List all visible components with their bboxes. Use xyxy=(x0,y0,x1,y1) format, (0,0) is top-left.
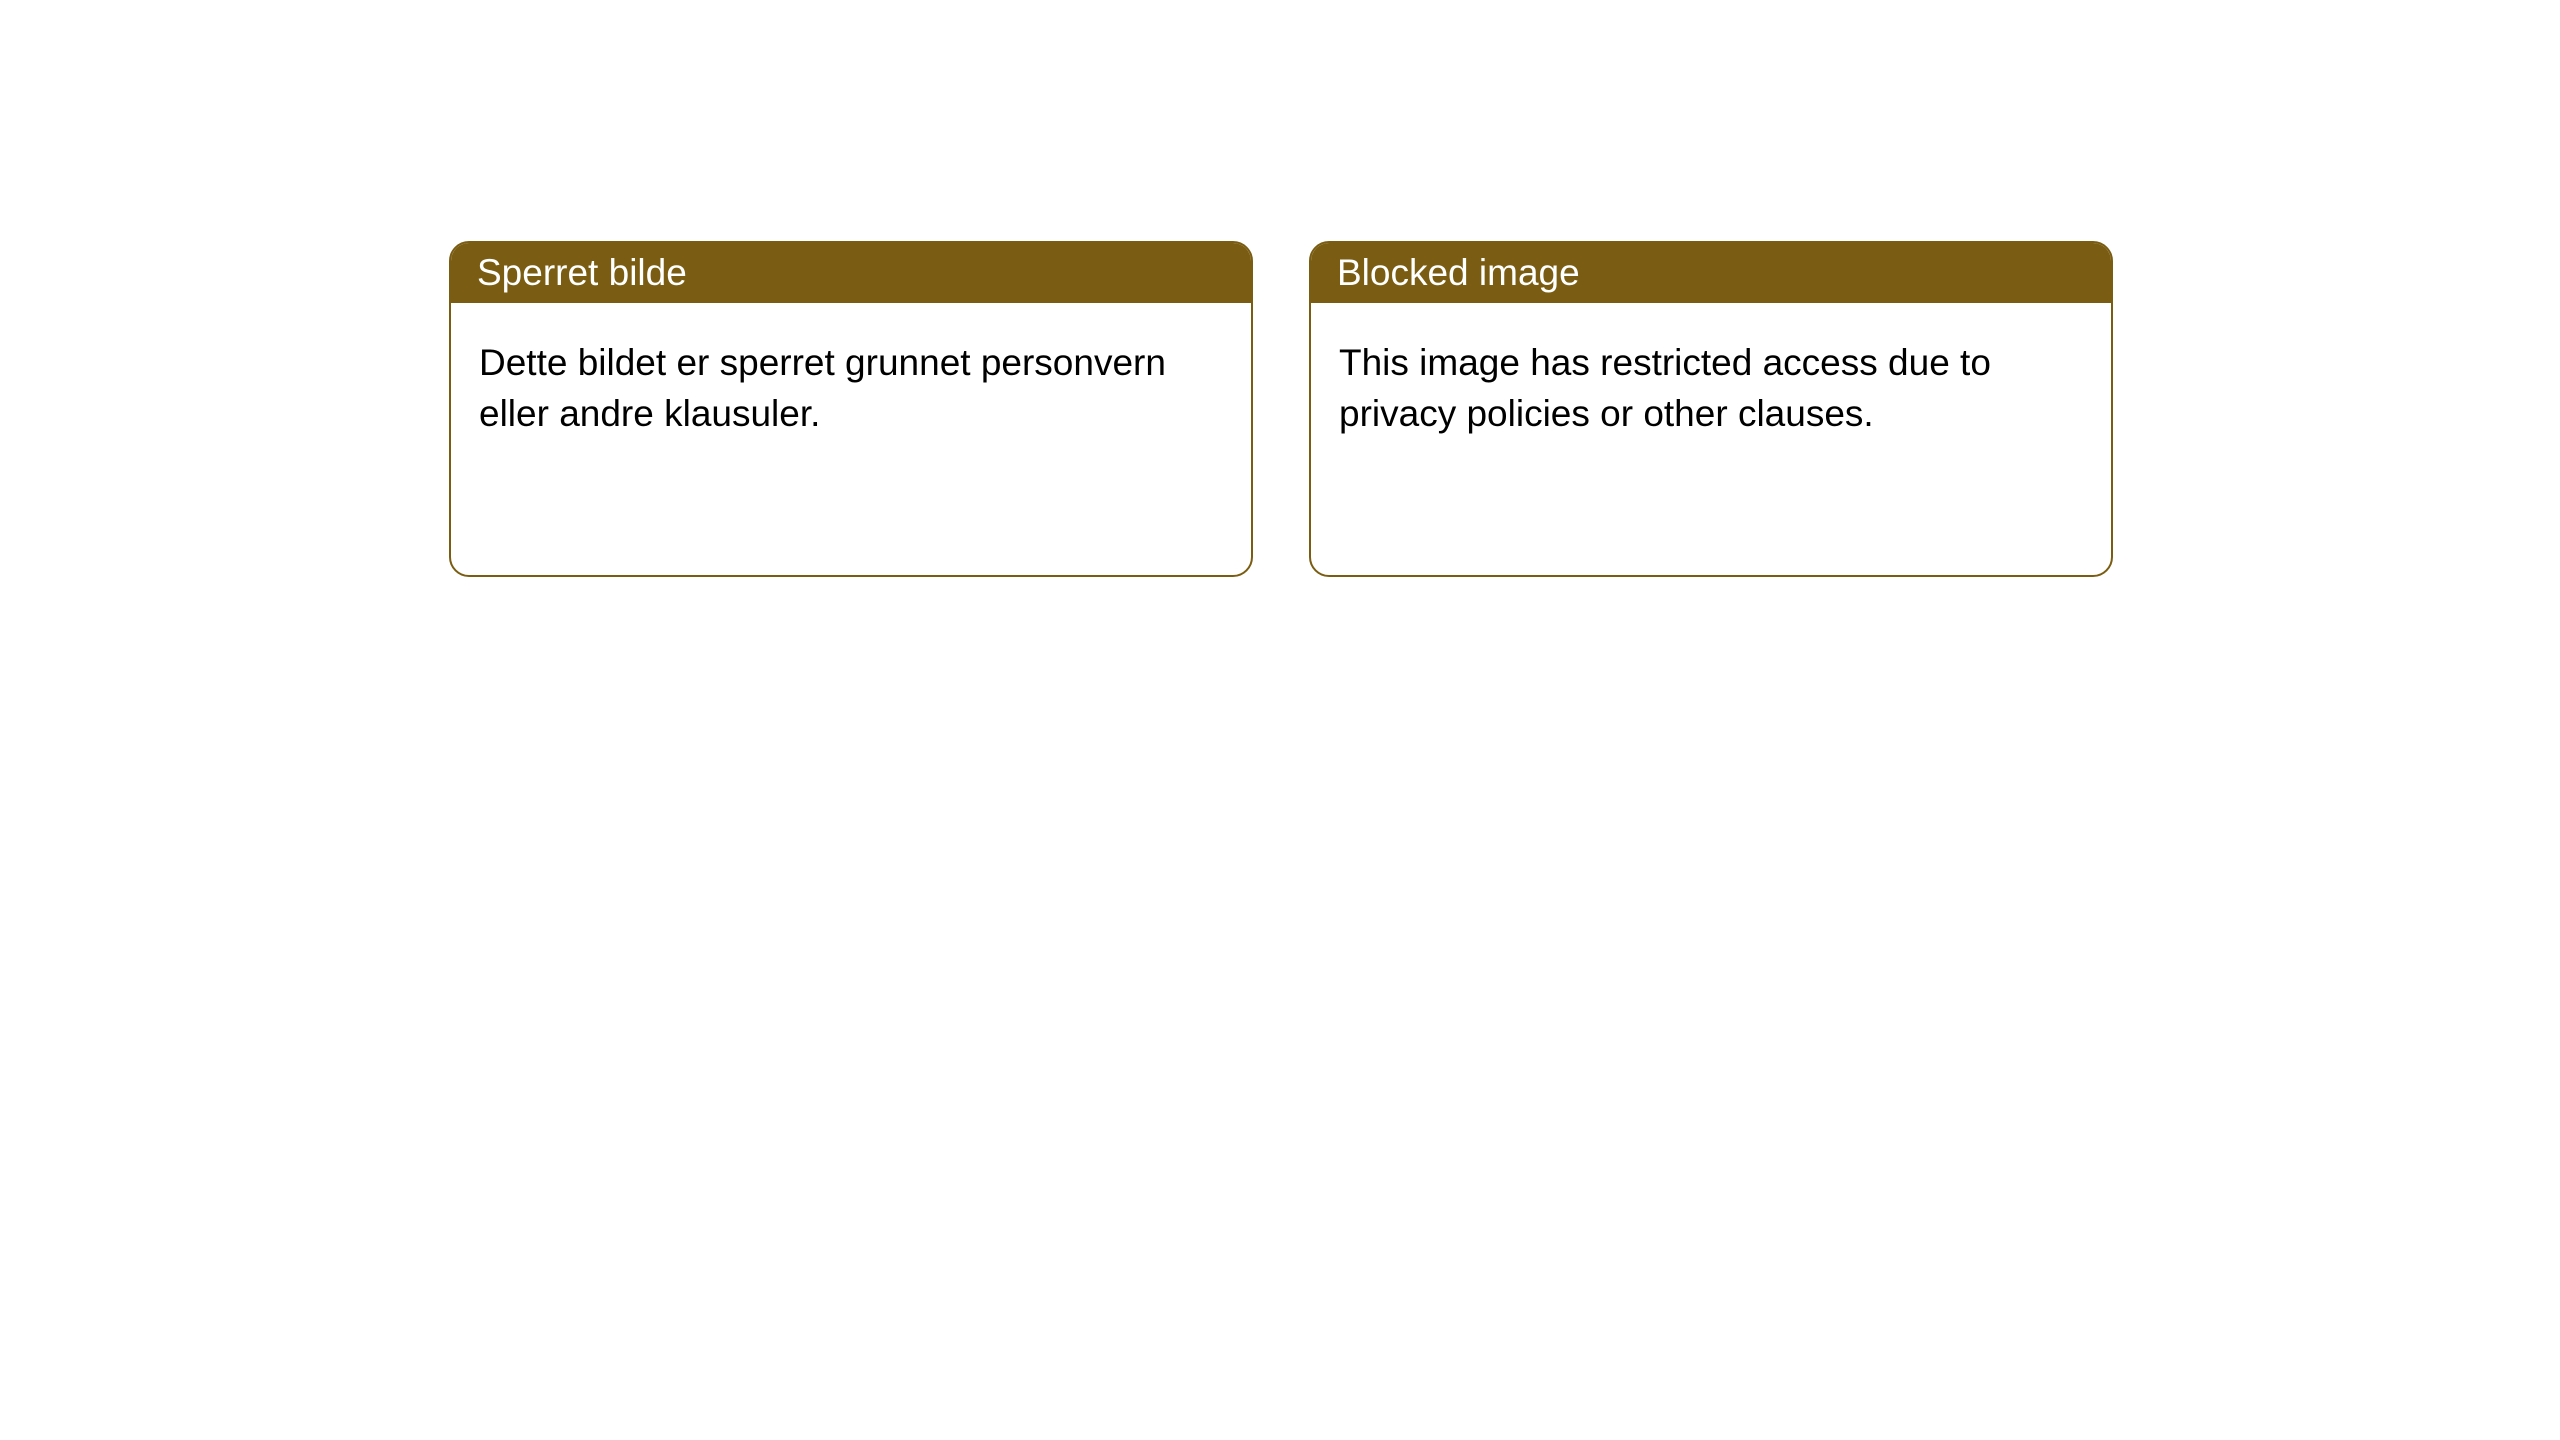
card-body: This image has restricted access due to … xyxy=(1311,303,2111,473)
card-body: Dette bildet er sperret grunnet personve… xyxy=(451,303,1251,473)
blocked-image-card-en: Blocked image This image has restricted … xyxy=(1309,241,2113,577)
card-header: Blocked image xyxy=(1311,243,2111,303)
card-body-text: Dette bildet er sperret grunnet personve… xyxy=(479,342,1166,434)
card-body-text: This image has restricted access due to … xyxy=(1339,342,1991,434)
blocked-image-card-no: Sperret bilde Dette bildet er sperret gr… xyxy=(449,241,1253,577)
card-header: Sperret bilde xyxy=(451,243,1251,303)
message-cards-container: Sperret bilde Dette bildet er sperret gr… xyxy=(0,0,2560,577)
card-title: Sperret bilde xyxy=(477,252,687,294)
card-title: Blocked image xyxy=(1337,252,1580,294)
